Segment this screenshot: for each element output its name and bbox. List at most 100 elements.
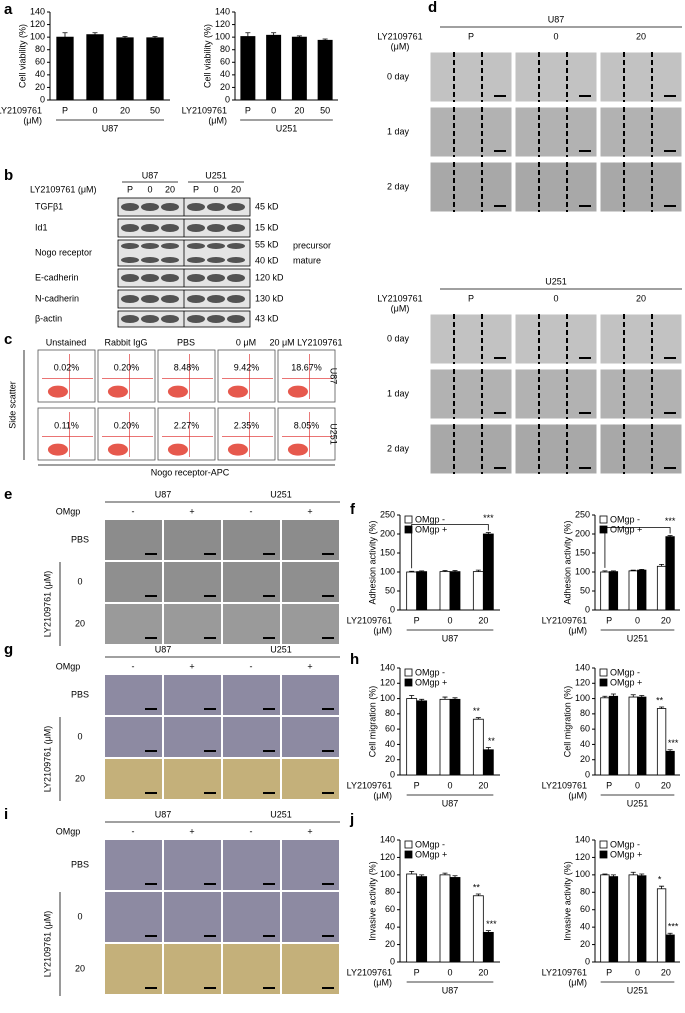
- bar: [608, 571, 619, 611]
- error-bar: [630, 871, 636, 875]
- bar: [449, 571, 461, 611]
- y-tick-label: 140: [380, 662, 395, 672]
- error-bar: [409, 570, 415, 572]
- wound-edge: [538, 424, 568, 474]
- panel-letter: c: [4, 331, 12, 348]
- y-tick-label: 120: [30, 19, 45, 29]
- label: +: [307, 661, 312, 671]
- bar: [439, 698, 451, 776]
- legend-label: OMgp +: [415, 677, 447, 687]
- y-tick-label: 100: [575, 693, 590, 703]
- blot-band: [141, 243, 159, 249]
- label: +: [189, 661, 194, 671]
- y-tick-label: 0: [40, 94, 45, 104]
- row-label: U87: [329, 368, 339, 385]
- label: 9.42%: [234, 363, 260, 373]
- label: P: [193, 184, 199, 194]
- y-tick-label: 100: [215, 32, 230, 42]
- annotation: **: [488, 736, 496, 746]
- legend-label: OMgp +: [415, 524, 447, 534]
- bar: [472, 571, 484, 611]
- label: 0.11%: [54, 421, 79, 431]
- label: P: [127, 184, 133, 194]
- y-tick-label: 140: [215, 6, 230, 16]
- blot-band: [187, 203, 205, 211]
- legend-swatch: [599, 850, 608, 859]
- bar: [656, 565, 667, 611]
- bar: [406, 571, 418, 611]
- blot-band: [161, 315, 179, 323]
- label: Nogo receptor: [35, 247, 92, 257]
- legend-label: OMgp -: [610, 839, 640, 849]
- y-tick-label: 40: [580, 739, 590, 749]
- error-bar: [271, 32, 277, 36]
- legend-swatch: [599, 668, 608, 677]
- label: +: [189, 826, 194, 836]
- x-axis-label: (μM): [23, 115, 42, 125]
- x-tick-label: 50: [150, 105, 160, 115]
- x-axis-label: (μM): [568, 977, 587, 987]
- legend-swatch: [599, 840, 608, 849]
- wound-edge: [538, 52, 568, 102]
- label: Unstained: [46, 337, 87, 347]
- legend-swatch: [404, 840, 413, 849]
- blot-band: [227, 295, 245, 303]
- blot-band: [161, 203, 179, 211]
- legend-label: OMgp -: [610, 514, 640, 524]
- blot-band: [227, 274, 245, 282]
- label: OMgp: [56, 661, 81, 671]
- error-bar: [152, 36, 158, 38]
- label: 0: [553, 31, 558, 41]
- bar: [146, 37, 164, 101]
- x-axis-label: LY2109761: [0, 105, 42, 115]
- micrograph: [514, 423, 598, 475]
- label: 20: [75, 773, 85, 783]
- x-tick-label: P: [606, 967, 612, 977]
- blot-band: [161, 274, 179, 282]
- bar: [56, 36, 74, 101]
- bar: [449, 877, 461, 963]
- label: precursor: [293, 240, 331, 250]
- error-bar: [610, 874, 616, 877]
- label: LY2109761 (μM): [30, 184, 97, 194]
- x-axis-label: (μM): [208, 115, 227, 125]
- bracket: [411, 524, 489, 569]
- y-tick-label: 150: [575, 547, 590, 557]
- label: -: [132, 826, 135, 836]
- label: 0: [553, 293, 558, 303]
- bar: [416, 876, 428, 963]
- label: 20: [165, 184, 175, 194]
- micrograph: [429, 51, 513, 103]
- x-axis-label: LY2109761: [542, 615, 587, 625]
- micrograph: [164, 944, 221, 994]
- bar: [406, 873, 418, 963]
- label: (μM): [391, 41, 410, 51]
- error-bar: [659, 564, 665, 567]
- group-label: U87: [442, 798, 459, 808]
- label: (μM): [391, 303, 410, 313]
- x-tick-label: P: [414, 780, 420, 790]
- label: OMgp: [56, 506, 81, 516]
- wound-edge: [538, 314, 568, 364]
- y-tick-label: 60: [580, 904, 590, 914]
- legend-swatch: [599, 525, 608, 534]
- y-tick-label: 140: [575, 662, 590, 672]
- error-bar: [409, 870, 415, 874]
- bar: [416, 700, 428, 776]
- y-tick-label: 0: [585, 956, 590, 966]
- y-axis-label: LY2109761 (μM): [42, 726, 52, 793]
- y-axis-label: Adhesion activity (%): [367, 520, 377, 604]
- blot-band: [141, 295, 159, 303]
- error-bar: [639, 568, 645, 571]
- micrograph: [429, 368, 513, 420]
- y-tick-label: 100: [380, 869, 395, 879]
- micrograph: [164, 840, 221, 890]
- label: +: [307, 826, 312, 836]
- legend-swatch: [404, 515, 413, 524]
- label: LY2109761: [377, 31, 422, 41]
- label: E-cadherin: [35, 272, 79, 282]
- label: 1 day: [387, 126, 410, 136]
- bar: [291, 36, 307, 101]
- legend-swatch: [404, 850, 413, 859]
- wound-edge: [453, 162, 483, 212]
